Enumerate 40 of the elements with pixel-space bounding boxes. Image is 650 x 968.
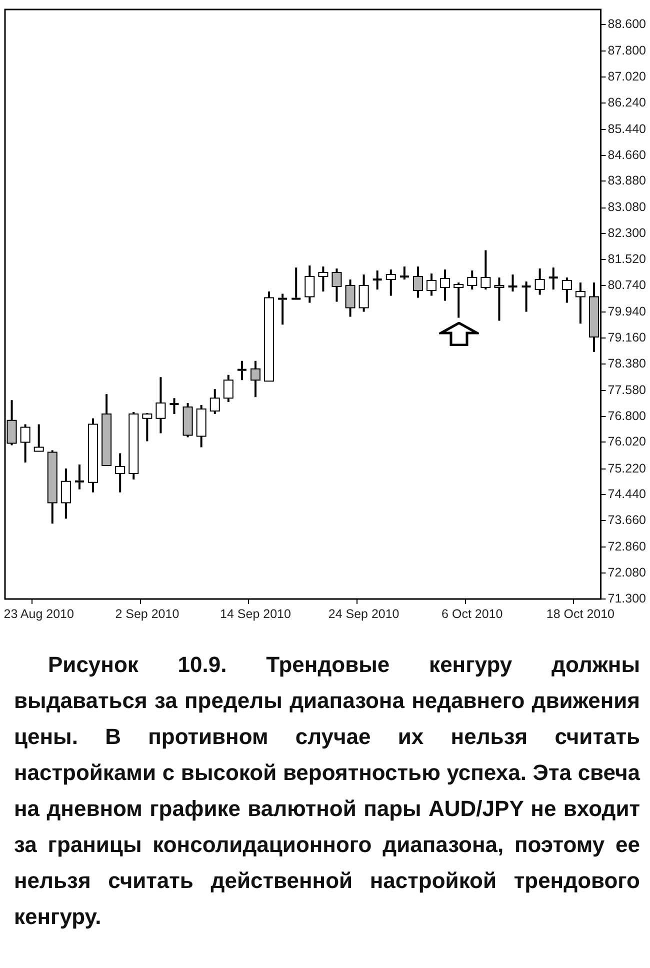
y-tick-label: 83.880 [608,174,646,188]
y-tick-label: 87.020 [608,69,646,84]
y-tick-label: 76.800 [608,408,646,423]
y-tick-label: 80.740 [608,278,646,292]
text: Рисунок 10.9. Трендовые кенгуру должны выдаваться за пределы диапазона недавнего движения цены. В противном случае их нельзя считать настройками с высокой вероятностью успеха. Эта свеча на дневном графике валютной пары AUD/JPY не входит за границы консолидационного диапазона, поэтому ее нельзя считать действенной настройкой трендового кенгуру. [14,651,640,931]
y-tick-label: 77.580 [608,382,646,397]
x-tick-label: 18 Oct 2010 [546,606,615,621]
x-tick-label: 2 Sep 2010 [115,606,180,621]
x-tick-label: 24 Sep 2010 [328,606,400,621]
y-tick-label: 79.160 [608,330,646,344]
y-tick-label: 81.520 [608,252,646,266]
candlestick [278,292,288,326]
y-tick-label: 84.660 [608,148,646,162]
x-tick-label: 6 Oct 2010 [442,606,503,621]
candlestick [74,463,84,490]
candlestick [400,266,409,281]
y-tick-label: 82.300 [608,226,646,240]
y-tick-label: 71.300 [608,591,646,606]
y-tick-label: 76.020 [608,434,646,449]
y-tick-label: 78.380 [608,356,646,370]
y-tick-label: 79.940 [608,304,646,319]
y-tick-label: 83.080 [608,200,646,214]
y-tick-label: 75.220 [608,461,646,476]
x-tick-label: 23 Aug 2010 [4,606,74,621]
y-tick-label: 72.860 [608,540,646,554]
y-tick-label: 87.800 [608,43,646,58]
x-tick-label: 14 Sep 2010 [220,606,291,621]
candlestick [292,266,301,300]
candlestick [522,280,531,313]
y-tick-label: 74.440 [608,487,646,502]
y-tick-label: 85.440 [608,122,646,136]
y-tick-label: 88.600 [608,16,646,31]
candlestick [170,397,179,416]
y-tick-label: 72.080 [608,566,646,580]
candlestick [548,266,558,290]
candlestick [237,360,246,382]
y-tick-label: 86.240 [608,95,646,110]
candlestick [508,274,518,292]
y-tick-label: 73.660 [608,513,646,528]
candlestick [372,270,382,290]
